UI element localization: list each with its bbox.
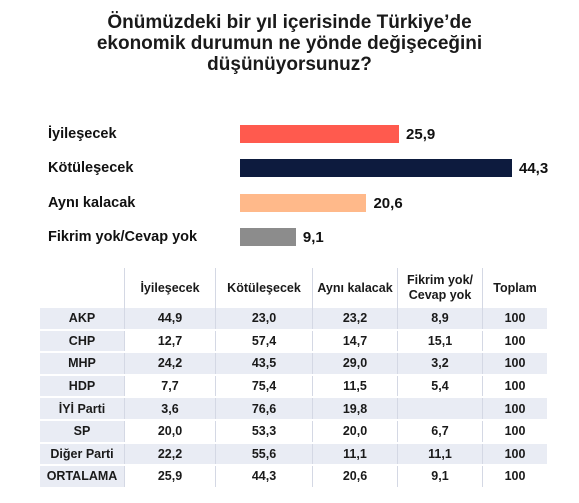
table-cell: 25,9 <box>124 465 216 489</box>
table-cell: 22,2 <box>124 442 216 467</box>
table-row: MHP 24,2 43,5 29,0 3,2 100 <box>40 352 547 376</box>
table-header-row: İyileşecek Kötüleşecek Aynı kalacak Fikrim … <box>40 268 547 308</box>
table-cell: 6,7 <box>397 419 483 444</box>
table-cell: 57,4 <box>215 329 313 354</box>
table-header-cell: İyileşecek <box>124 268 216 308</box>
table-cell: 7,7 <box>124 374 216 399</box>
table-cell: 44,3 <box>215 465 313 489</box>
table-cell: 100 <box>482 329 547 354</box>
table-cell: 76,6 <box>215 397 313 421</box>
table-cell: 24,2 <box>124 352 216 376</box>
table-cell: 15,1 <box>397 329 483 354</box>
table-row-label: CHP <box>40 329 125 354</box>
table-cell: 75,4 <box>215 374 313 399</box>
table-row-label: MHP <box>40 352 125 376</box>
table-row-label: AKP <box>40 308 125 331</box>
table-cell: 100 <box>482 419 547 444</box>
chart-title: Önümüzdeki bir yıl içerisinde Türkiye’de… <box>0 12 579 75</box>
table-header-cell <box>40 268 125 308</box>
table-cell: 11,1 <box>397 442 483 467</box>
bar-label-ayni-kalacak: Aynı kalacak <box>48 195 136 211</box>
table-row: HDP 7,7 75,4 11,5 5,4 100 <box>40 374 547 399</box>
bar-iyilesecek <box>240 125 400 143</box>
table-cell: 11,5 <box>312 374 398 399</box>
table-row: SP 20,0 53,3 20,0 6,7 100 <box>40 419 547 444</box>
table-cell: 20,6 <box>312 465 398 489</box>
title-line: ekonomik durumun ne yönde değişeceğini <box>96 33 483 54</box>
table-cell: 55,6 <box>215 442 313 467</box>
table-cell: 14,7 <box>312 329 398 354</box>
table-cell: 3,2 <box>397 352 483 376</box>
table-cell: 100 <box>482 442 547 467</box>
table-cell: 5,4 <box>397 374 483 399</box>
table-cell: 100 <box>482 374 547 399</box>
table-header-cell: Aynı kalacak <box>312 268 398 308</box>
table-row: Diğer Parti 22,2 55,6 11,1 11,1 100 <box>40 442 547 467</box>
title-line: Önümüzdeki bir yıl içerisinde Türkiye’de <box>107 12 472 33</box>
bar-value-ayni-kalacak: 20,6 <box>373 195 403 212</box>
bar-kotulesecek <box>240 159 512 177</box>
table-row: CHP 12,7 57,4 14,7 15,1 100 <box>40 329 547 354</box>
table-cell: 43,5 <box>215 352 313 376</box>
table-row-label: HDP <box>40 374 125 399</box>
bar-label-iyilesecek: İyileşecek <box>48 126 117 142</box>
table-cell: 20,0 <box>124 419 216 444</box>
table-row-label: SP <box>40 419 125 444</box>
table-header-cell: Fikrim yok/Cevap yok <box>397 268 483 308</box>
table-cell: 23,0 <box>215 308 313 331</box>
bar-value-iyilesecek: 25,9 <box>406 126 436 143</box>
table-cell: 20,0 <box>312 419 398 444</box>
bar-label-fikrim-yok: Fikrim yok/Cevap yok <box>48 229 198 245</box>
table-cell: 100 <box>482 465 547 489</box>
table-cell: 53,3 <box>215 419 313 444</box>
table-row-label: İYİ Parti <box>40 397 125 421</box>
table-cell: 100 <box>482 308 547 331</box>
bar-fikrim-yok <box>240 228 296 246</box>
bar-value-kotulesecek: 44,3 <box>519 160 549 177</box>
table-header-cell: Toplam <box>482 268 547 308</box>
table-row-label: ORTALAMA <box>40 465 125 489</box>
table-cell: 11,1 <box>312 442 398 467</box>
table-cell: 8,9 <box>397 308 483 331</box>
table-cell: 100 <box>482 352 547 376</box>
table-cell: 12,7 <box>124 329 216 354</box>
table-cell: 9,1 <box>397 465 483 489</box>
table-row: ORTALAMA 25,9 44,3 20,6 9,1 100 <box>40 465 547 489</box>
bar-ayni-kalacak <box>240 194 367 212</box>
table-cell: 44,9 <box>124 308 216 331</box>
table-row: İYİ Parti 3,6 76,6 19,8 100 <box>40 397 547 421</box>
table-row-label: Diğer Parti <box>40 442 125 467</box>
bar-label-kotulesecek: Kötüleşecek <box>48 160 134 176</box>
table-cell: 3,6 <box>124 397 216 421</box>
table-cell: 100 <box>482 397 547 421</box>
table-cell: 29,0 <box>312 352 398 376</box>
table-cell: 23,2 <box>312 308 398 331</box>
table-row: AKP 44,9 23,0 23,2 8,9 100 <box>40 308 547 331</box>
table-header-cell: Kötüleşecek <box>215 268 313 308</box>
table-cell <box>397 397 483 421</box>
table-cell: 19,8 <box>312 397 398 421</box>
title-line: düşünüyorsunuz? <box>207 54 372 75</box>
results-table: İyileşecek Kötüleşecek Aynı kalacak Fikrim … <box>40 268 547 489</box>
table-body: AKP 44,9 23,0 23,2 8,9 100 CHP 12,7 57,4 14,7 15,1… <box>40 308 547 489</box>
bar-value-fikrim-yok: 9,1 <box>302 229 324 246</box>
